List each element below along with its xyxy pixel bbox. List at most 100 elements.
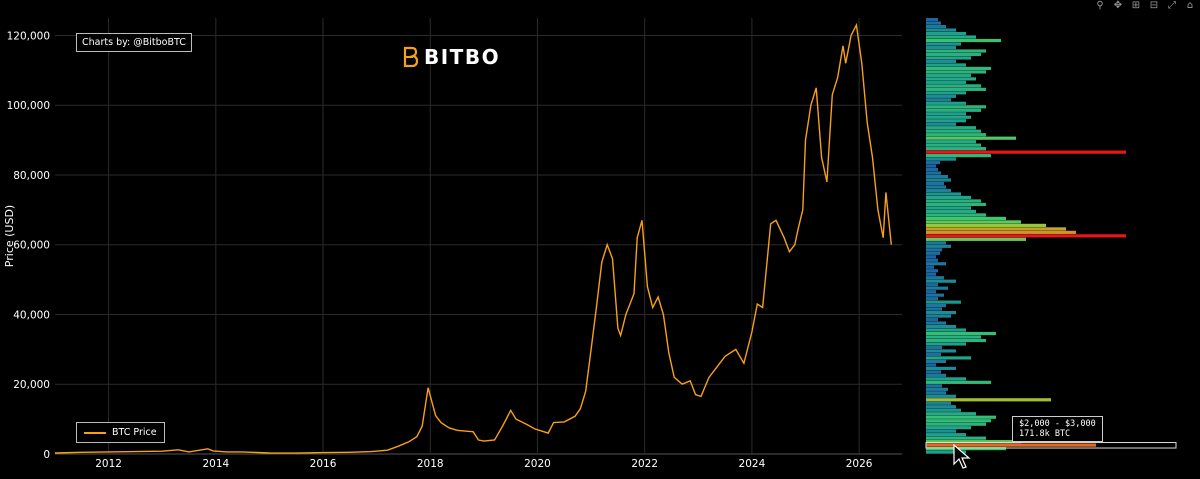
y-tick-label: 80,000 <box>13 170 50 182</box>
reset-axes-icon[interactable]: ⌂ <box>1186 0 1194 11</box>
profile-bar <box>926 42 961 46</box>
profile-bar <box>926 112 966 116</box>
profile-bar <box>926 279 956 283</box>
profile-bar <box>926 87 986 91</box>
profile-bar <box>926 45 956 50</box>
profile-bar <box>926 227 1066 231</box>
pan-icon[interactable]: ✥ <box>1113 0 1123 11</box>
profile-bar <box>926 188 951 193</box>
profile-bar <box>926 185 946 189</box>
profile-bar <box>926 35 976 39</box>
profile-bar <box>926 269 938 273</box>
profile-bar <box>926 283 938 287</box>
brand-name: BITBO <box>424 45 501 69</box>
profile-bar <box>926 443 1096 447</box>
profile-bar <box>926 147 986 151</box>
brand-logo: BITBO <box>402 45 500 69</box>
zoom-out-icon[interactable]: ⊟ <box>1149 0 1159 11</box>
profile-bar <box>926 195 971 200</box>
profile-bar <box>926 223 1046 227</box>
profile-bar <box>926 363 936 367</box>
profile-bar <box>926 293 944 297</box>
chart-legend[interactable]: BTC Price <box>76 422 165 443</box>
profile-bar <box>926 394 956 398</box>
profile-bar <box>926 401 951 405</box>
profile-bar <box>926 38 1001 43</box>
y-tick-label: 60,000 <box>13 240 50 252</box>
profile-bar <box>926 248 942 252</box>
profile-bar <box>926 356 971 360</box>
hover-tooltip: $2,000 - $3,000 171.8k BTC <box>1012 416 1103 442</box>
x-tick-label: 2012 <box>95 458 122 470</box>
profile-bar <box>926 49 986 53</box>
profile-bar <box>926 150 1126 154</box>
profile-bar <box>926 429 956 433</box>
autoscale-icon[interactable]: ⤢ <box>1168 0 1176 11</box>
profile-bar <box>926 140 976 144</box>
profile-bar <box>926 251 940 255</box>
zoom-in-icon[interactable]: ⊞ <box>1131 0 1141 11</box>
profile-bar <box>926 31 966 36</box>
profile-bar <box>926 415 996 419</box>
profile-bar <box>926 297 938 301</box>
x-tick-label: 2024 <box>739 458 766 470</box>
y-tick-label: 0 <box>43 449 50 461</box>
profile-bar <box>926 391 946 395</box>
profile-bar <box>926 84 981 88</box>
profile-bar <box>926 52 981 57</box>
profile-bar <box>926 255 936 259</box>
mouse-cursor-icon <box>953 444 971 469</box>
profile-bar <box>926 345 942 350</box>
profile-bar <box>926 237 1026 241</box>
profile-bar <box>926 66 991 71</box>
profile-bar <box>926 370 941 374</box>
profile-bar <box>926 290 936 294</box>
profile-bar <box>926 447 1006 451</box>
profile-bar <box>926 276 944 280</box>
volume-profile[interactable] <box>925 18 1177 454</box>
tooltip-value: 171.8k BTC <box>1019 429 1071 439</box>
profile-bar <box>926 408 961 412</box>
profile-bar <box>926 21 941 25</box>
profile-bar <box>926 91 966 95</box>
profile-bar <box>926 220 1021 224</box>
profile-hover-highlight <box>925 442 1177 449</box>
profile-bar <box>926 380 991 384</box>
profile-bar <box>926 338 986 343</box>
profile-bar <box>926 59 956 64</box>
x-axis-tick-labels: 2012 2014 2016 2018 2020 2022 2024 2026 <box>95 458 873 470</box>
chart-grid <box>55 18 902 455</box>
profile-bar <box>926 234 1126 238</box>
profile-bar <box>926 384 942 388</box>
y-axis-label: Price (USD) <box>3 205 16 267</box>
profile-bar <box>926 122 956 126</box>
y-tick-label: 120,000 <box>7 30 50 42</box>
profile-bar <box>926 98 951 102</box>
profile-bar <box>926 143 981 147</box>
profile-bar <box>926 171 941 175</box>
profile-bar <box>926 412 976 416</box>
profile-bar <box>926 300 961 304</box>
profile-bar <box>926 373 946 377</box>
legend-label: BTC Price <box>112 427 157 438</box>
profile-bar <box>926 202 986 207</box>
profile-bar <box>926 422 986 426</box>
profile-bar <box>926 272 936 276</box>
profile-bar <box>926 126 976 130</box>
profile-bar <box>926 230 1076 234</box>
profile-bar <box>926 161 940 165</box>
profile-bar <box>926 317 938 322</box>
profile-bar <box>926 129 981 133</box>
profile-bar <box>926 70 986 74</box>
x-tick-label: 2014 <box>202 458 229 470</box>
profile-bar <box>926 304 946 308</box>
x-tick-label: 2020 <box>524 458 551 470</box>
profile-bar <box>926 63 966 67</box>
profile-bar <box>926 80 966 84</box>
profile-bar <box>926 77 976 81</box>
profile-bar <box>926 178 951 182</box>
zoom-icon[interactable]: ⚲ <box>1096 0 1104 11</box>
profile-bar <box>926 181 944 186</box>
profile-bar <box>926 377 966 381</box>
